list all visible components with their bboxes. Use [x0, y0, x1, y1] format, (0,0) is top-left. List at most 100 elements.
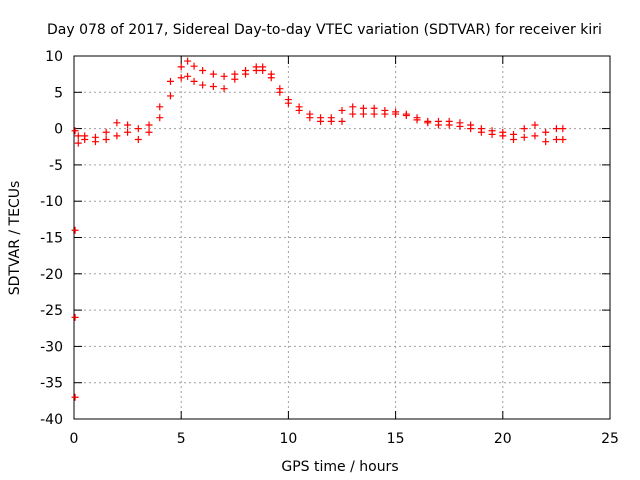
y-tick-label: -10: [40, 194, 63, 210]
data-point: [71, 313, 79, 321]
data-point: [81, 135, 89, 143]
y-tick-label: -35: [40, 376, 63, 392]
data-point: [499, 132, 507, 140]
series-upper-track: [74, 57, 567, 141]
data-point: [542, 138, 550, 146]
data-point: [392, 110, 400, 118]
data-point: [124, 121, 132, 129]
data-point: [317, 117, 325, 125]
data-point: [456, 122, 464, 130]
data-point: [190, 62, 198, 70]
data-point: [531, 132, 539, 140]
data-point: [102, 128, 110, 136]
data-point: [295, 106, 303, 114]
chart-title: Day 078 of 2017, Sidereal Day-to-day VTE…: [47, 22, 602, 38]
data-point: [424, 119, 432, 127]
data-point: [413, 116, 421, 124]
series-lower-track: [74, 67, 567, 147]
y-tick-label: -20: [40, 267, 63, 283]
data-point: [177, 74, 185, 82]
data-point: [156, 103, 164, 111]
data-point: [284, 99, 292, 107]
x-tick-label: 0: [70, 431, 79, 447]
y-tick-label: 0: [54, 122, 63, 138]
y-tick-label: -5: [49, 158, 63, 174]
data-point: [559, 125, 567, 133]
data-point: [510, 135, 518, 143]
data-point: [199, 81, 207, 89]
data-point: [359, 110, 367, 118]
data-point: [520, 133, 528, 141]
data-point: [542, 128, 550, 136]
data-point: [209, 70, 217, 78]
data-point: [559, 135, 567, 143]
data-point: [520, 125, 528, 133]
x-axis-label: GPS time / hours: [281, 459, 398, 475]
data-point: [190, 77, 198, 85]
x-tick-label: 10: [279, 431, 297, 447]
data-point: [145, 128, 153, 136]
y-tick-label: -30: [40, 339, 63, 355]
data-point: [71, 393, 79, 401]
data-point: [74, 132, 82, 140]
data-point: [220, 85, 228, 93]
data-point: [220, 72, 228, 80]
data-point: [370, 110, 378, 118]
data-point: [531, 121, 539, 129]
data-point: [349, 103, 357, 111]
y-tick-label: 10: [45, 49, 63, 65]
data-point: [184, 57, 192, 65]
data-point: [402, 112, 410, 120]
data-point: [267, 74, 275, 82]
data-point: [134, 135, 142, 143]
axis-ticks: 10 5 0 -5 -10 -15 -20 -25 -30 -35 -40 0 5 10 15 20 25: [40, 49, 619, 447]
data-point: [91, 138, 99, 146]
data-point: [166, 92, 174, 100]
data-point: [71, 127, 79, 135]
y-tick-label: -25: [40, 303, 63, 319]
data-point: [552, 135, 560, 143]
data-point: [276, 88, 284, 96]
data-point: [134, 125, 142, 133]
data-point: [166, 77, 174, 85]
data-point: [434, 121, 442, 129]
data-point: [199, 67, 207, 75]
x-tick-label: 25: [601, 431, 619, 447]
data-point: [259, 67, 267, 75]
data-point: [552, 125, 560, 133]
data-point: [177, 63, 185, 71]
data-point: [184, 72, 192, 80]
y-tick-label: 5: [54, 85, 63, 101]
data-point: [306, 114, 314, 122]
data-point: [113, 119, 121, 127]
y-axis-label: SDTVAR / TECUs: [7, 181, 23, 296]
data-point: [156, 114, 164, 122]
data-point: [338, 117, 346, 125]
data-point: [477, 128, 485, 136]
x-tick-label: 20: [494, 431, 512, 447]
data-point: [338, 106, 346, 114]
data-point: [467, 125, 475, 133]
data-point: [327, 117, 335, 125]
x-tick-label: 5: [177, 431, 186, 447]
data-points: [71, 57, 567, 401]
data-point: [102, 135, 110, 143]
x-tick-label: 15: [387, 431, 405, 447]
data-point: [71, 226, 79, 234]
data-point: [124, 128, 132, 136]
data-point: [113, 132, 121, 140]
data-point: [445, 121, 453, 129]
data-point: [145, 121, 153, 129]
y-tick-label: -15: [40, 231, 63, 247]
data-point: [349, 110, 357, 118]
y-tick-label: -40: [40, 412, 63, 428]
data-point: [488, 130, 496, 138]
data-point: [209, 82, 217, 90]
series-outliers: [71, 127, 79, 401]
data-point: [252, 67, 260, 75]
data-point: [381, 110, 389, 118]
data-point: [231, 75, 239, 83]
data-point: [74, 139, 82, 147]
data-point: [242, 70, 250, 78]
